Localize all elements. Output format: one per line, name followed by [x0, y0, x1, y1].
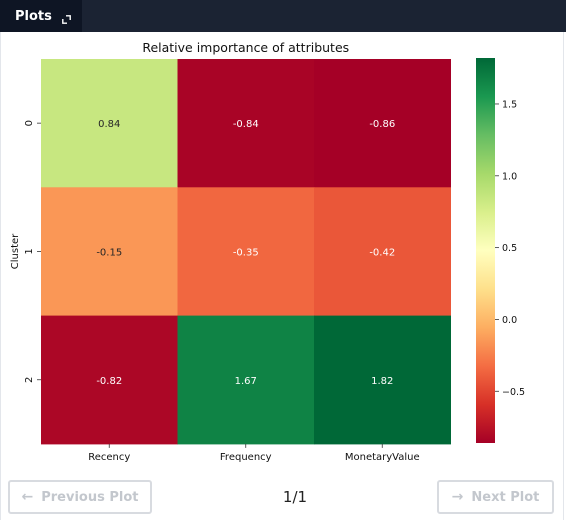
y-tick-label: 2 [24, 377, 35, 383]
y-tick-label: 1 [24, 248, 35, 254]
next-plot-button[interactable]: → Next Plot [437, 480, 554, 514]
colorbar-tick-label: 1.0 [502, 171, 517, 182]
plot-panel [0, 32, 564, 520]
colorbar-tick-label: −0.5 [502, 387, 525, 398]
expand-icon[interactable] [61, 13, 71, 24]
plot-pager: ← Previous Plot 1/1 → Next Plot [0, 480, 566, 516]
tab-plots[interactable]: Plots [0, 0, 82, 32]
cell-annotation: -0.15 [96, 247, 122, 258]
heatmap-cell [41, 315, 178, 445]
x-tick-label: MonetaryValue [345, 452, 420, 463]
heatmap-cell [314, 315, 451, 445]
x-tick-label: Recency [88, 452, 130, 463]
previous-plot-button[interactable]: ← Previous Plot [8, 480, 152, 514]
heatmap-cell [314, 187, 451, 317]
cell-annotation: -0.42 [369, 247, 395, 258]
plots-header-bar: Plots [0, 0, 566, 32]
x-tick-label: Frequency [220, 452, 272, 463]
cell-annotation: -0.82 [96, 376, 122, 387]
cell-annotation: -0.84 [233, 119, 259, 130]
arrow-left-icon: ← [21, 489, 34, 505]
cell-annotation: 1.67 [235, 376, 257, 387]
cell-annotation: -0.86 [369, 119, 395, 130]
colorbar-tick-label: 0.0 [502, 315, 517, 326]
heatmap-cell [314, 59, 451, 188]
heatmap-cell [177, 315, 315, 445]
tab-plots-label: Plots [15, 8, 52, 24]
heatmap-cell [41, 187, 178, 317]
y-tick-label: 0 [24, 120, 35, 126]
heatmap-cell [177, 59, 315, 188]
arrow-right-icon: → [451, 489, 464, 505]
previous-plot-label: Previous Plot [41, 489, 139, 505]
page-indicator: 1/1 [282, 488, 308, 506]
heatmap-cell [177, 187, 315, 317]
chart-title: Relative importance of attributes [142, 40, 349, 55]
colorbar-tick-label: 1.5 [502, 99, 517, 110]
next-plot-label: Next Plot [471, 489, 540, 505]
cell-annotation: 0.84 [98, 119, 120, 130]
colorbar-tick-label: 0.5 [502, 243, 517, 254]
colorbar [476, 58, 495, 443]
cell-annotation: 1.82 [371, 376, 393, 387]
y-axis-label: Cluster [10, 233, 21, 269]
cell-annotation: -0.35 [233, 247, 259, 258]
heatmap-chart: Relative importance of attributes 0.84 -0.… [10, 40, 525, 463]
heatmap-cell [41, 59, 178, 188]
